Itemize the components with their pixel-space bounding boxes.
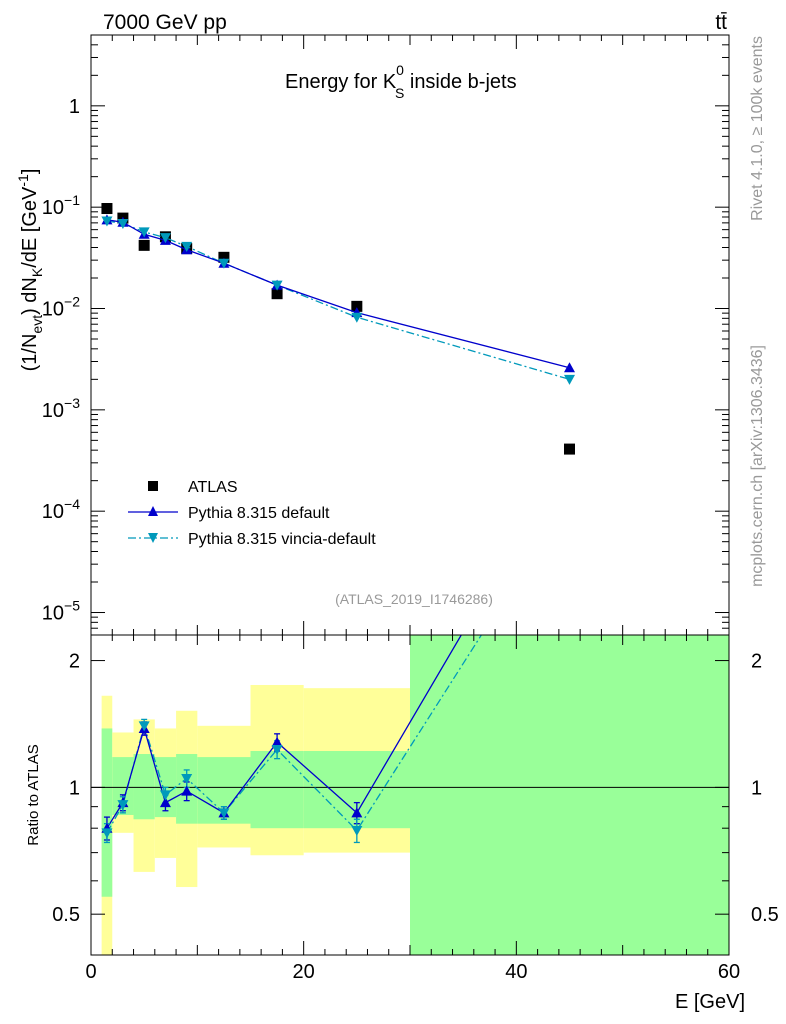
ratio-green-band <box>112 757 134 815</box>
legend-label-atlas: ATLAS <box>188 479 238 496</box>
main-y-tick-label: 10−2 <box>42 294 80 321</box>
ratio-series <box>101 492 575 844</box>
default-ratio-point <box>271 736 283 747</box>
rivet-label: Rivet 4.1.0, ≥ 100k events <box>749 36 766 221</box>
ratio-plot-frame <box>90 634 730 956</box>
default-ratio-point <box>159 797 171 808</box>
main-series <box>101 203 575 455</box>
x-tick-label: 0 <box>85 961 96 983</box>
main-y-tick-label: 10−5 <box>42 598 80 625</box>
vincia-ratio-point <box>181 773 193 784</box>
atlas-data-point <box>564 443 575 455</box>
vincia-ratio-point <box>117 800 129 811</box>
default-point <box>564 362 575 373</box>
ratio-green-band <box>133 754 155 820</box>
chart-title: Energy for K0 S inside b-jets <box>285 62 517 101</box>
vincia-point <box>351 312 363 323</box>
x-tick-label: 60 <box>718 961 740 983</box>
vincia-ratio-point <box>564 492 575 502</box>
mcplots-label: mcplots.cern.ch [arXiv:1306.3436] <box>749 345 766 587</box>
x-tick-label: 20 <box>293 961 315 983</box>
vincia-point <box>218 258 230 269</box>
main-plot-panel: 1 10−1 10−2 10−3 10−4 10−5 Energy for K0 S ins… <box>15 34 730 636</box>
vincia-point <box>271 280 283 291</box>
default-ratio-point <box>181 785 193 796</box>
ratio-y-tick-label-right: 0.5 <box>751 904 779 926</box>
atlas-data-point <box>351 300 363 312</box>
vincia-point <box>138 227 150 238</box>
legend-marker-vincia <box>148 533 158 543</box>
default-series-line <box>106 219 570 369</box>
main-y-tick-label: 1 <box>69 96 80 118</box>
x-axis-label: E [GeV] <box>675 991 745 1013</box>
ratio-y-tick-label: 2 <box>69 651 80 673</box>
ratio-y-tick-label-right: 1 <box>751 777 762 799</box>
legend-label-default: Pythia 8.315 default <box>188 505 330 522</box>
vincia-point <box>159 233 171 244</box>
legend: ATLAS Pythia 8.315 default Pythia 8.315 … <box>128 479 376 548</box>
vincia-ratio-point <box>218 808 230 819</box>
main-plot-frame <box>90 34 730 636</box>
vincia-ratio-point <box>138 721 150 732</box>
ratio-y-tick-label-right: 2 <box>751 651 762 673</box>
vincia-point <box>117 218 129 229</box>
vincia-ratio-point <box>351 825 363 836</box>
header-right: tt̄ <box>715 11 727 34</box>
ratio-plot-panel: 0.5 0.51 12 20 20 40 60 Ratio to ATLAS E [GeV] <box>25 492 779 1013</box>
main-y-tick-labels: 1 10−1 10−2 10−3 10−4 10−5 <box>42 96 80 625</box>
ratio-tick-labels: 0.5 0.51 12 20 20 40 60 <box>52 651 779 983</box>
legend-marker-atlas <box>148 481 158 491</box>
ratio-green-band <box>410 635 729 955</box>
reference-label: (ATLAS_2019_I1746286) <box>335 591 493 607</box>
default-ratio-point <box>351 807 363 818</box>
ratio-uncertainty-bands <box>101 635 729 955</box>
atlas-data-point <box>218 251 230 263</box>
main-y-tick-label: 10−1 <box>42 192 80 219</box>
vincia-ratio-point <box>101 828 113 839</box>
main-y-axis-label: (1/Nevt) dNK/dE [GeV-1] <box>15 169 45 372</box>
atlas-data-point <box>271 288 283 300</box>
vincia-point <box>101 216 113 227</box>
ratio-y-axis-label: Ratio to ATLAS <box>25 744 42 845</box>
vincia-ratio-point <box>159 790 171 801</box>
ratio-y-tick-label: 1 <box>69 777 80 799</box>
header-left: 7000 GeV pp <box>103 11 227 34</box>
legend-marker-default <box>148 506 158 516</box>
atlas-data-point <box>101 203 113 215</box>
main-y-tick-label: 10−4 <box>42 496 80 523</box>
ratio-green-band <box>101 728 113 897</box>
main-axis-ticks <box>90 34 730 636</box>
x-tick-label: 40 <box>505 961 527 983</box>
legend-label-vincia: Pythia 8.315 vincia-default <box>188 531 376 548</box>
vincia-ratio-point <box>271 745 283 756</box>
vincia-point <box>181 241 193 252</box>
ratio-y-tick-label: 0.5 <box>52 904 80 926</box>
ratio-green-band <box>250 750 304 829</box>
atlas-data-point <box>138 239 150 251</box>
main-y-tick-label: 10−3 <box>42 395 80 422</box>
vincia-point <box>564 374 575 385</box>
